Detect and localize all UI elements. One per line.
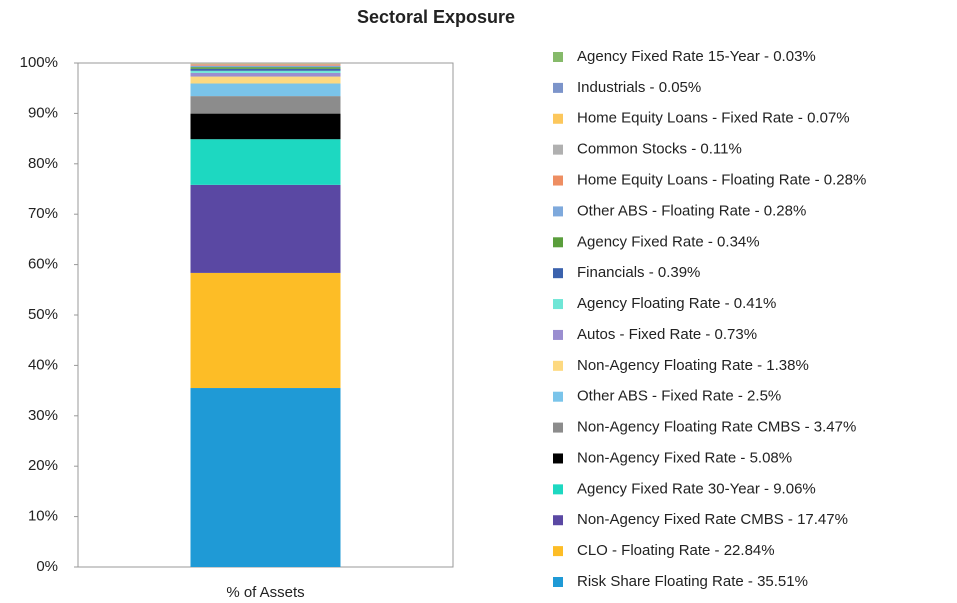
legend-swatch bbox=[553, 299, 563, 310]
x-tick-label: % of Assets bbox=[226, 584, 304, 601]
legend-label: Industrials - 0.05% bbox=[577, 79, 701, 96]
legend-swatch bbox=[553, 484, 563, 495]
bar-segment bbox=[190, 67, 341, 69]
legend-label: Agency Floating Rate - 0.41% bbox=[577, 295, 776, 312]
legend-swatch bbox=[553, 453, 563, 464]
bar-segment bbox=[190, 72, 341, 77]
legend-label: Agency Fixed Rate 15-Year - 0.03% bbox=[577, 48, 816, 65]
y-tick-label: 20% bbox=[28, 457, 58, 474]
legend-label: Non-Agency Fixed Rate CMBS - 17.47% bbox=[577, 511, 848, 528]
legend-label: Financials - 0.39% bbox=[577, 264, 700, 281]
bar-segment bbox=[190, 272, 341, 389]
legend-swatch bbox=[553, 546, 563, 557]
y-tick-label: 60% bbox=[28, 256, 58, 273]
legend-swatch bbox=[553, 268, 563, 279]
legend-swatch bbox=[553, 360, 563, 371]
bar-segment bbox=[190, 70, 341, 73]
legend-swatch bbox=[553, 329, 563, 340]
y-tick-label: 100% bbox=[20, 54, 58, 71]
bar-segment bbox=[190, 64, 341, 66]
legend-label: Autos - Fixed Rate - 0.73% bbox=[577, 326, 757, 343]
bar-segment bbox=[190, 113, 341, 140]
legend-swatch bbox=[553, 52, 563, 62]
y-tick-label: 80% bbox=[28, 155, 58, 172]
legend-label: Risk Share Floating Rate - 35.51% bbox=[577, 573, 808, 590]
legend-label: Non-Agency Floating Rate - 1.38% bbox=[577, 357, 809, 374]
y-tick-label: 30% bbox=[28, 407, 58, 424]
legend-label: Agency Fixed Rate - 0.34% bbox=[577, 233, 760, 250]
y-tick-label: 10% bbox=[28, 508, 58, 525]
legend-label: Non-Agency Floating Rate CMBS - 3.47% bbox=[577, 419, 856, 436]
legend-swatch bbox=[553, 113, 563, 124]
legend-swatch bbox=[553, 206, 563, 217]
bar-segment bbox=[190, 63, 341, 65]
legend-swatch bbox=[553, 422, 563, 433]
bar-segment bbox=[190, 68, 341, 71]
legend-label: Home Equity Loans - Floating Rate - 0.28… bbox=[577, 171, 866, 188]
legend-swatch bbox=[553, 82, 563, 93]
legend-swatch bbox=[553, 175, 563, 186]
y-tick-label: 90% bbox=[28, 104, 58, 121]
y-tick-label: 50% bbox=[28, 306, 58, 323]
legend-label: CLO - Floating Rate - 22.84% bbox=[577, 542, 775, 559]
bar-segment bbox=[190, 83, 341, 97]
bar-segment bbox=[190, 388, 341, 567]
legend-swatch bbox=[553, 515, 563, 526]
legend-label: Other ABS - Fixed Rate - 2.5% bbox=[577, 388, 781, 405]
bar-segment bbox=[190, 76, 341, 84]
bar-segment bbox=[190, 65, 341, 68]
legend-swatch bbox=[553, 237, 563, 248]
legend-swatch bbox=[553, 391, 563, 402]
bar-segment bbox=[190, 184, 341, 273]
chart-title: Sectoral Exposure bbox=[357, 7, 515, 27]
bar-segment bbox=[190, 139, 341, 185]
legend-label: Non-Agency Fixed Rate - 5.08% bbox=[577, 449, 792, 466]
legend-label: Other ABS - Floating Rate - 0.28% bbox=[577, 202, 806, 219]
legend-swatch bbox=[553, 144, 563, 155]
y-tick-label: 40% bbox=[28, 356, 58, 373]
bar-segment bbox=[190, 96, 341, 114]
y-tick-label: 70% bbox=[28, 205, 58, 222]
legend-label: Home Equity Loans - Fixed Rate - 0.07% bbox=[577, 110, 850, 127]
y-tick-label: 0% bbox=[36, 558, 58, 575]
legend-label: Agency Fixed Rate 30-Year - 9.06% bbox=[577, 480, 816, 497]
legend-label: Common Stocks - 0.11% bbox=[577, 141, 742, 158]
legend-swatch bbox=[553, 577, 563, 587]
